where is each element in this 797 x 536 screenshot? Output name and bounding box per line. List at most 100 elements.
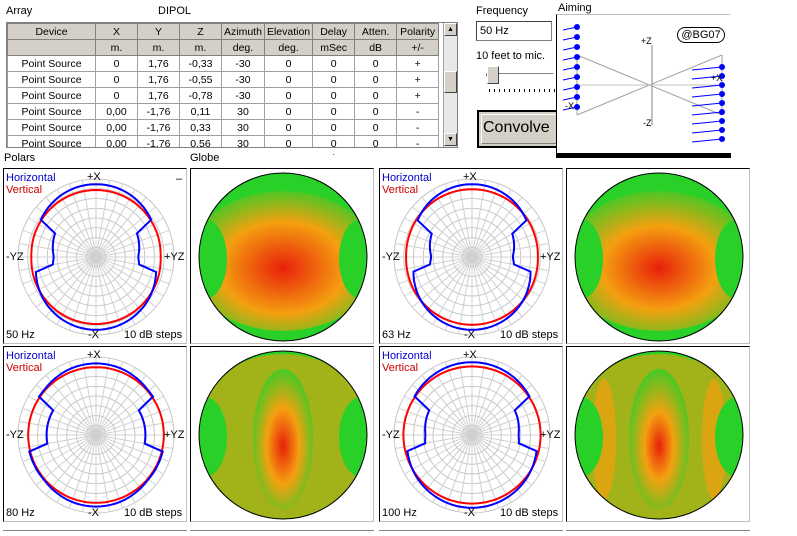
cell[interactable]: 0 [95,87,138,104]
cell[interactable]: 1,76 [137,55,180,72]
cell[interactable]: deg. [221,39,265,56]
cell[interactable]: 0 [312,103,356,120]
cell[interactable]: + [396,71,440,88]
cell[interactable]: - [396,135,440,147]
cell[interactable]: 0,33 [179,119,222,136]
polar-plot-100hz[interactable]: Horizontal Vertical +X -X -YZ +YZ 100 Hz 10 dB … [379,346,563,522]
horizontal-curve [28,362,164,508]
cell[interactable]: 0 [263,87,314,104]
cell[interactable]: 0 [95,71,138,88]
cell[interactable]: Point Source [7,135,96,147]
cell[interactable]: 0 [354,87,398,104]
cell[interactable]: Y [137,23,180,40]
scroll-thumb[interactable] [444,71,457,93]
cell[interactable]: 30 [221,135,265,147]
cell[interactable]: + [396,55,440,72]
cell[interactable]: Point Source [7,71,96,88]
cell[interactable]: 0 [263,71,314,88]
cell[interactable]: 0 [354,119,398,136]
distance-slider-thumb[interactable] [487,66,499,84]
polar-plot-63hz[interactable]: Horizontal Vertical +X -X -YZ +YZ 63 Hz 10 dB s… [379,168,563,344]
cell[interactable]: 0 [312,55,356,72]
cell[interactable]: 0,11 [179,103,222,120]
cell[interactable]: Elevation [263,23,314,40]
polar-plot-80hz[interactable]: Horizontal Vertical +X -X -YZ +YZ 80 Hz 10 dB s… [3,346,187,522]
cell[interactable]: 0 [312,135,356,147]
globe-plot-50hz[interactable] [190,168,374,344]
cell[interactable]: m. [137,39,180,56]
globe-plot-100hz[interactable] [566,346,750,522]
globe-plot-80hz[interactable] [190,346,374,522]
cell[interactable]: 0 [263,119,314,136]
cell[interactable]: 0 [312,119,356,136]
cell[interactable]: X [95,23,138,40]
cell[interactable] [7,39,96,56]
cell[interactable]: m. [95,39,138,56]
cell[interactable]: Device [7,23,96,40]
units-row[interactable]: m. m. m. deg. deg. mSec dB +/- [7,39,440,56]
cell[interactable]: 1,76 [137,87,180,104]
globe-plot-63hz[interactable] [566,168,750,344]
header-row[interactable]: Device X Y Z Azimuth Elevation Delay Atten. Pola… [7,23,440,40]
cell[interactable]: Atten. [354,23,398,40]
cell[interactable]: Point Source [7,55,96,72]
polar-plot-50hz[interactable]: Horizontal Vertical +X -X -YZ +YZ 50 Hz 10 dB s… [3,168,187,344]
cell[interactable]: 0 [312,87,356,104]
cell[interactable]: Point Source [7,119,96,136]
cell[interactable]: - [396,103,440,120]
cell[interactable]: 1,76 [137,71,180,88]
cell[interactable]: m. [179,39,222,56]
cell[interactable]: 0 [263,103,314,120]
cell[interactable]: -0,78 [179,87,222,104]
cell[interactable]: 0 [354,135,398,147]
cell[interactable]: - [396,119,440,136]
array-grid[interactable]: Device X Y Z Azimuth Elevation Delay Atten. Pola… [6,22,458,148]
cell[interactable]: -1,76 [137,135,180,147]
cell[interactable]: -1,76 [137,103,180,120]
cell[interactable]: 30 [221,119,265,136]
table-row[interactable]: Point Source 0 1,76 -0,55 -30 0 0 0 + [7,71,440,88]
cell[interactable]: 0 [263,135,314,147]
cell[interactable]: 0 [354,71,398,88]
frequency-input[interactable] [476,21,552,41]
table-row[interactable]: Point Source 0 1,76 -0,33 -30 0 0 0 + [7,55,440,72]
array-scrollbar[interactable]: ▲ ▼ [443,23,457,147]
cell[interactable]: 0,00 [95,119,138,136]
cell[interactable]: 30 [221,103,265,120]
cell[interactable]: 0 [354,103,398,120]
source-dot [719,73,725,79]
cell[interactable]: Point Source [7,103,96,120]
distance-slider-track[interactable] [486,73,554,77]
scroll-up-icon[interactable]: ▲ [444,23,457,36]
cell[interactable]: Delay [312,23,356,40]
cell[interactable]: 0 [354,55,398,72]
cell[interactable]: +/- [396,39,440,56]
cell[interactable]: deg. [263,39,314,56]
cell[interactable]: 0,00 [95,135,138,147]
cell[interactable]: -0,33 [179,55,222,72]
cell[interactable]: + [396,87,440,104]
table-row[interactable]: Point Source 0,00 -1,76 0,11 30 0 0 0- [7,103,440,120]
cell[interactable]: -30 [221,71,265,88]
convolve-button[interactable]: Convolve [477,110,561,148]
table-row[interactable]: Point Source 0,00 -1,76 0,33 30 0 0 0- [7,119,440,136]
cell[interactable]: 0 [312,71,356,88]
cell[interactable]: 0,56 [179,135,222,147]
cell[interactable]: 0 [263,55,314,72]
cell[interactable]: Polarity [396,23,440,40]
cell[interactable]: Point Source [7,87,96,104]
cell[interactable]: Z [179,23,222,40]
aiming-view[interactable]: @BG07 +Z -Z -X +X [556,14,730,156]
table-row[interactable]: Point Source 0 1,76 -0,78 -30 0 0 0 + [7,87,440,104]
cell[interactable]: -0,55 [179,71,222,88]
cell[interactable]: 0,00 [95,103,138,120]
cell[interactable]: dB [354,39,398,56]
cell[interactable]: -30 [221,55,265,72]
scroll-down-icon[interactable]: ▼ [444,133,457,146]
cell[interactable]: mSec [312,39,356,56]
table-row[interactable]: Point Source 0,00 -1,76 0,56 30 0 0 0- [7,135,440,147]
cell[interactable]: 0 [95,55,138,72]
cell[interactable]: -30 [221,87,265,104]
cell[interactable]: -1,76 [137,119,180,136]
cell[interactable]: Azimuth [221,23,265,40]
